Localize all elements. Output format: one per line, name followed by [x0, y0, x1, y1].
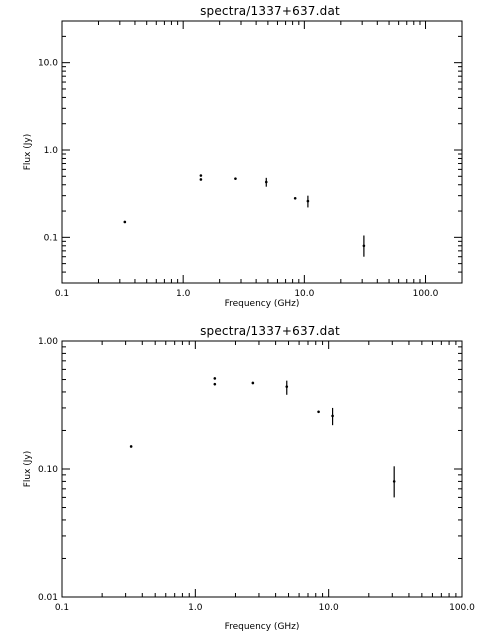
bottom-data-point — [213, 382, 217, 386]
bottom-data-point — [392, 480, 396, 483]
top-y-tick-label: 0.1 — [44, 233, 58, 243]
top-data-point — [199, 178, 203, 181]
bottom-y-tick-label: 0.10 — [38, 465, 58, 475]
top-y-axis-label: Flux (Jy) — [23, 134, 33, 171]
top-data-point — [293, 196, 297, 200]
top-x-tick-label: 0.1 — [55, 289, 69, 299]
top-y-tick-label: 1.0 — [44, 146, 59, 156]
bottom-data-point — [285, 385, 289, 388]
top-plot-frame — [61, 20, 463, 284]
bottom-x-tick-label: 1.0 — [188, 603, 203, 613]
bottom-y-axis-label: Flux (Jy) — [23, 451, 33, 488]
bottom-data-point — [213, 377, 217, 380]
top-data-point — [234, 177, 237, 180]
bottom-data-marks — [129, 377, 396, 498]
top-data-point — [199, 174, 203, 177]
bottom-axes: 0.1 1.0 10.0 100.0 0.01 0.10 1.00 — [38, 337, 475, 613]
top-data-point — [123, 220, 127, 224]
bottom-x-tick-label: 0.1 — [55, 603, 69, 613]
top-data-point — [362, 244, 366, 248]
top-data-point — [306, 199, 310, 203]
top-x-tick-label: 100.0 — [413, 289, 439, 299]
bottom-x-axis-label: Frequency (GHz) — [225, 622, 300, 632]
bottom-y-tick-label: 0.01 — [38, 593, 58, 603]
bottom-x-tick-label: 10.0 — [319, 603, 339, 613]
bottom-spectrum-panel: spectra/1337+637.dat 0.1 1.0 10.0 100.0 0.01… — [23, 324, 475, 632]
top-axes: 0.1 1.0 10.0 100.0 0.1 1.0 10.0 — [38, 20, 463, 299]
bottom-y-tick-label: 1.00 — [38, 337, 58, 347]
top-chart-title: spectra/1337+637.dat — [200, 4, 340, 18]
bottom-x-tick-label: 100.0 — [449, 603, 475, 613]
top-x-tick-label: 10.0 — [294, 289, 314, 299]
top-x-axis-label: Frequency (GHz) — [225, 299, 300, 309]
bottom-data-point — [129, 445, 133, 448]
bottom-data-point — [317, 410, 320, 414]
bottom-data-point — [331, 414, 334, 418]
bottom-data-point — [251, 381, 255, 385]
bottom-chart-title: spectra/1337+637.dat — [200, 324, 340, 338]
bottom-plot-frame — [61, 340, 463, 598]
top-data-marks — [123, 174, 366, 257]
top-data-point — [264, 180, 268, 184]
top-x-tick-label: 1.0 — [176, 289, 191, 299]
top-spectrum-panel: spectra/1337+637.dat 0.1 1.0 10.0 100.0 0.1 1… — [23, 4, 463, 309]
top-y-tick-label: 10.0 — [38, 59, 58, 69]
